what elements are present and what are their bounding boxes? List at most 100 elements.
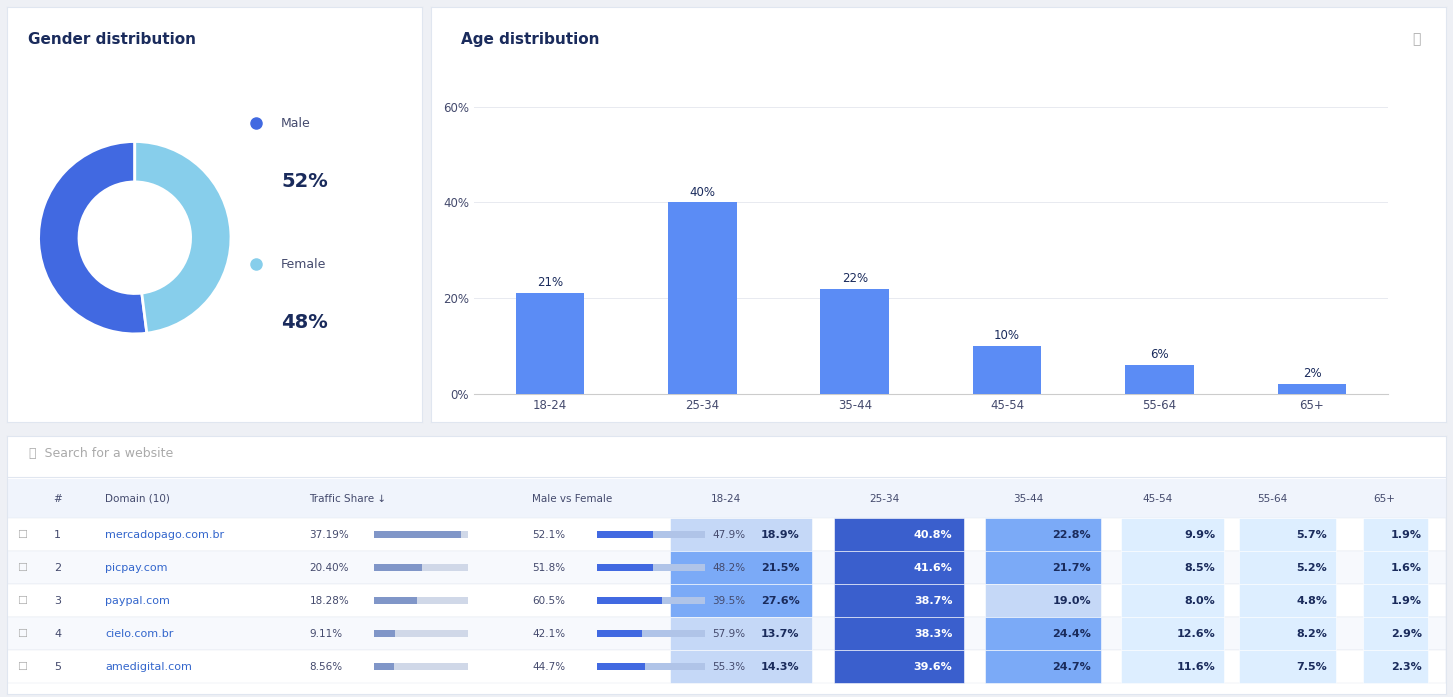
Text: Traffic Share ↓: Traffic Share ↓ — [309, 493, 386, 504]
FancyBboxPatch shape — [670, 617, 812, 650]
Text: 8.2%: 8.2% — [1296, 629, 1328, 638]
FancyBboxPatch shape — [670, 551, 812, 584]
Text: paypal.com: paypal.com — [105, 596, 170, 606]
FancyBboxPatch shape — [373, 630, 395, 637]
Text: 40%: 40% — [689, 185, 715, 199]
Text: 65+: 65+ — [1373, 493, 1395, 504]
Text: 6%: 6% — [1151, 348, 1168, 361]
FancyBboxPatch shape — [1239, 518, 1337, 551]
Text: 🔍  Search for a website: 🔍 Search for a website — [29, 447, 173, 460]
Text: 4.8%: 4.8% — [1296, 596, 1328, 606]
Text: 22%: 22% — [841, 272, 867, 284]
Bar — [821, 289, 889, 394]
Text: 18.28%: 18.28% — [309, 596, 349, 606]
FancyBboxPatch shape — [1363, 551, 1428, 584]
Bar — [1277, 384, 1347, 394]
FancyBboxPatch shape — [834, 518, 963, 551]
FancyBboxPatch shape — [1363, 617, 1428, 650]
Text: 27.6%: 27.6% — [761, 596, 799, 606]
Text: 2: 2 — [54, 562, 61, 573]
FancyBboxPatch shape — [597, 663, 645, 671]
Text: 55-64: 55-64 — [1257, 493, 1287, 504]
Text: Male: Male — [280, 116, 311, 130]
FancyBboxPatch shape — [373, 597, 417, 604]
Text: 38.7%: 38.7% — [914, 596, 952, 606]
FancyBboxPatch shape — [1239, 650, 1337, 683]
Text: 1.9%: 1.9% — [1391, 596, 1422, 606]
Text: 39.5%: 39.5% — [712, 596, 745, 606]
FancyBboxPatch shape — [985, 518, 1101, 551]
FancyBboxPatch shape — [834, 551, 963, 584]
FancyBboxPatch shape — [597, 531, 705, 538]
Text: 9.9%: 9.9% — [1184, 530, 1215, 539]
FancyBboxPatch shape — [373, 630, 468, 637]
Bar — [668, 202, 737, 394]
Text: 21.5%: 21.5% — [761, 562, 799, 573]
Bar — [1125, 365, 1194, 394]
FancyBboxPatch shape — [985, 584, 1101, 617]
FancyBboxPatch shape — [670, 518, 812, 551]
Text: 8.0%: 8.0% — [1184, 596, 1215, 606]
FancyBboxPatch shape — [1120, 518, 1225, 551]
Bar — [974, 346, 1042, 394]
Text: 38.3%: 38.3% — [914, 629, 952, 638]
Text: 40.8%: 40.8% — [914, 530, 952, 539]
Text: 57.9%: 57.9% — [712, 629, 745, 638]
Text: ☐: ☐ — [16, 596, 26, 606]
FancyBboxPatch shape — [373, 564, 468, 572]
Text: 55.3%: 55.3% — [712, 661, 745, 672]
FancyBboxPatch shape — [1239, 617, 1337, 650]
FancyBboxPatch shape — [7, 584, 1446, 617]
FancyBboxPatch shape — [7, 480, 1446, 518]
Text: 22.8%: 22.8% — [1052, 530, 1091, 539]
Text: ☐: ☐ — [16, 629, 26, 638]
FancyBboxPatch shape — [597, 597, 705, 604]
FancyBboxPatch shape — [670, 650, 812, 683]
Text: 19.0%: 19.0% — [1052, 596, 1091, 606]
Text: 10%: 10% — [994, 329, 1020, 342]
FancyBboxPatch shape — [985, 617, 1101, 650]
Text: 8.5%: 8.5% — [1184, 562, 1215, 573]
Bar — [516, 293, 584, 394]
Text: 12.6%: 12.6% — [1177, 629, 1215, 638]
FancyBboxPatch shape — [597, 630, 642, 637]
Text: 4: 4 — [54, 629, 61, 638]
FancyBboxPatch shape — [1363, 650, 1428, 683]
Text: 2%: 2% — [1303, 367, 1321, 381]
FancyBboxPatch shape — [1239, 551, 1337, 584]
Wedge shape — [39, 141, 147, 334]
FancyBboxPatch shape — [597, 663, 705, 671]
FancyBboxPatch shape — [670, 584, 812, 617]
Text: 5: 5 — [54, 661, 61, 672]
FancyBboxPatch shape — [1120, 617, 1225, 650]
FancyBboxPatch shape — [1239, 584, 1337, 617]
FancyBboxPatch shape — [597, 597, 663, 604]
Text: #: # — [54, 493, 62, 504]
Text: 42.1%: 42.1% — [532, 629, 565, 638]
FancyBboxPatch shape — [7, 518, 1446, 551]
FancyBboxPatch shape — [985, 650, 1101, 683]
Text: Domain (10): Domain (10) — [105, 493, 170, 504]
Text: 20.40%: 20.40% — [309, 562, 349, 573]
Text: cielo.com.br: cielo.com.br — [105, 629, 173, 638]
Text: 41.6%: 41.6% — [914, 562, 952, 573]
Text: 1: 1 — [54, 530, 61, 539]
Text: amedigital.com: amedigital.com — [105, 661, 192, 672]
Text: 24.7%: 24.7% — [1052, 661, 1091, 672]
Text: 1.6%: 1.6% — [1391, 562, 1422, 573]
Text: 2.3%: 2.3% — [1392, 661, 1422, 672]
FancyBboxPatch shape — [1363, 584, 1428, 617]
Text: 9.11%: 9.11% — [309, 629, 343, 638]
Text: Age distribution: Age distribution — [461, 32, 600, 47]
Text: 14.3%: 14.3% — [761, 661, 799, 672]
Text: 24.4%: 24.4% — [1052, 629, 1091, 638]
Wedge shape — [135, 141, 231, 333]
Text: 21%: 21% — [536, 277, 562, 289]
Text: Female: Female — [280, 258, 327, 270]
FancyBboxPatch shape — [597, 564, 705, 572]
Text: 5.7%: 5.7% — [1296, 530, 1328, 539]
FancyBboxPatch shape — [373, 531, 461, 538]
FancyBboxPatch shape — [985, 551, 1101, 584]
FancyBboxPatch shape — [597, 564, 652, 572]
Text: 7.5%: 7.5% — [1296, 661, 1328, 672]
